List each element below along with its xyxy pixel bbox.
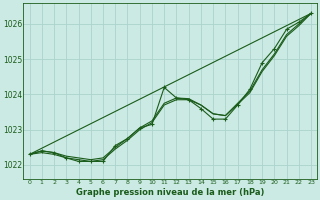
X-axis label: Graphe pression niveau de la mer (hPa): Graphe pression niveau de la mer (hPa) xyxy=(76,188,265,197)
